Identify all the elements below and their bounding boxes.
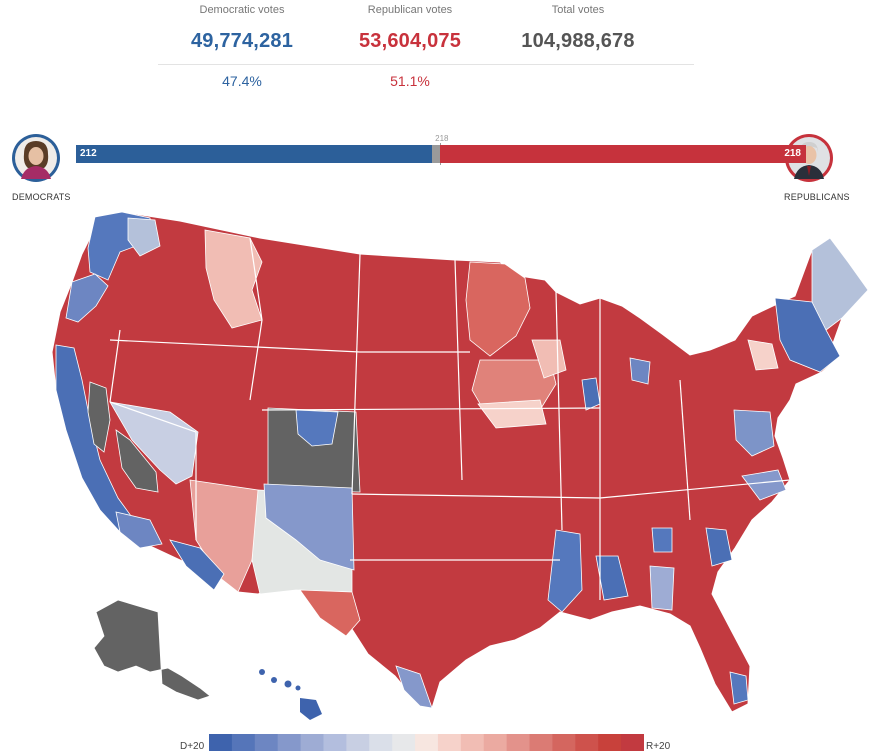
district-iowa-east bbox=[477, 399, 547, 429]
seat-count-bar: 212 218 bbox=[76, 145, 806, 163]
legend-step bbox=[346, 734, 370, 751]
democrats-label: DEMOCRATS bbox=[12, 192, 71, 202]
district-utah-north bbox=[295, 409, 339, 447]
legend-step bbox=[483, 734, 508, 751]
district-texas-west bbox=[299, 589, 361, 637]
vote-totals: Democratic votes 49,774,281 47.4% Republ… bbox=[158, 0, 694, 100]
legend-step bbox=[460, 734, 485, 751]
state-maine bbox=[811, 237, 869, 331]
state-utah-grey bbox=[267, 407, 361, 493]
district-southern-california bbox=[115, 511, 163, 549]
democrat-seat-count: 212 bbox=[80, 148, 97, 159]
legend-step bbox=[437, 734, 462, 751]
legend-left-label: D+20 bbox=[180, 741, 205, 752]
legend-step bbox=[415, 734, 439, 751]
legend-step bbox=[392, 734, 416, 751]
legend-step bbox=[552, 734, 576, 751]
legend-step bbox=[254, 734, 279, 751]
states-vt-nh-ma bbox=[774, 297, 841, 373]
legend-step bbox=[209, 734, 233, 751]
legend-step bbox=[300, 734, 324, 751]
total-votes-count: 104,988,678 bbox=[521, 30, 635, 52]
undecided-seats-segment bbox=[431, 145, 441, 163]
state-hawaii bbox=[259, 669, 322, 720]
democrat-leader-avatar bbox=[12, 134, 60, 182]
districts-atlanta bbox=[651, 527, 673, 553]
legend-step bbox=[231, 734, 256, 751]
legend-color-steps bbox=[209, 734, 644, 751]
legend-step bbox=[529, 734, 553, 751]
district-new-york-upstate bbox=[747, 339, 779, 371]
legend-right-label: R+20 bbox=[646, 741, 671, 752]
person-icon bbox=[15, 137, 57, 179]
district-virginia-east bbox=[741, 469, 787, 501]
state-nevada bbox=[109, 401, 199, 485]
democratic-votes-count: 49,774,281 bbox=[190, 30, 294, 52]
district-california-central bbox=[87, 381, 111, 453]
republican-seat-count: 218 bbox=[784, 148, 801, 159]
legend-step bbox=[575, 734, 599, 751]
district-alabama-black-belt bbox=[595, 555, 629, 601]
legend-step bbox=[598, 734, 622, 751]
republican-seats-segment bbox=[440, 145, 806, 163]
district-texas-rio-grande bbox=[395, 665, 433, 709]
district-georgia-sw bbox=[649, 565, 675, 611]
district-washington-east bbox=[127, 217, 161, 257]
legend-step bbox=[277, 734, 302, 751]
districts-mid-atlantic bbox=[733, 409, 775, 457]
state-borders bbox=[109, 237, 791, 600]
democrat-seats-segment bbox=[76, 145, 432, 163]
totals-divider bbox=[158, 64, 694, 65]
state-alaska bbox=[93, 599, 211, 701]
district-south-carolina bbox=[705, 527, 733, 567]
republican-votes-label: Republican votes bbox=[367, 4, 453, 16]
republican-votes-percent: 51.1% bbox=[390, 73, 430, 89]
color-scale-legend: D+20 R+20 bbox=[180, 734, 680, 756]
district-mississippi-delta bbox=[547, 529, 583, 613]
districts-detroit bbox=[629, 357, 651, 385]
state-minnesota bbox=[465, 261, 531, 357]
district-california-east bbox=[115, 429, 159, 493]
legend-step bbox=[506, 734, 531, 751]
democratic-votes-percent: 47.4% bbox=[222, 73, 262, 89]
republican-votes-column: Republican votes 53,604,075 51.1% bbox=[330, 0, 490, 89]
congressional-district-map bbox=[51, 211, 869, 720]
majority-threshold-label: 218 bbox=[435, 134, 449, 143]
legend-step bbox=[621, 734, 644, 751]
district-oregon-coast bbox=[65, 273, 109, 323]
total-votes-column: Total votes 104,988,678 bbox=[498, 0, 658, 56]
republicans-label: REPUBLICANS bbox=[784, 192, 850, 202]
democratic-votes-column: Democratic votes 49,774,281 47.4% bbox=[162, 0, 322, 89]
district-florida-south bbox=[729, 671, 749, 705]
legend-step bbox=[369, 734, 393, 751]
total-votes-label: Total votes bbox=[551, 4, 605, 16]
democratic-votes-label: Democratic votes bbox=[199, 4, 285, 16]
republican-votes-count: 53,604,075 bbox=[358, 30, 462, 52]
district-arizona-south bbox=[169, 539, 225, 591]
legend-step bbox=[323, 734, 347, 751]
